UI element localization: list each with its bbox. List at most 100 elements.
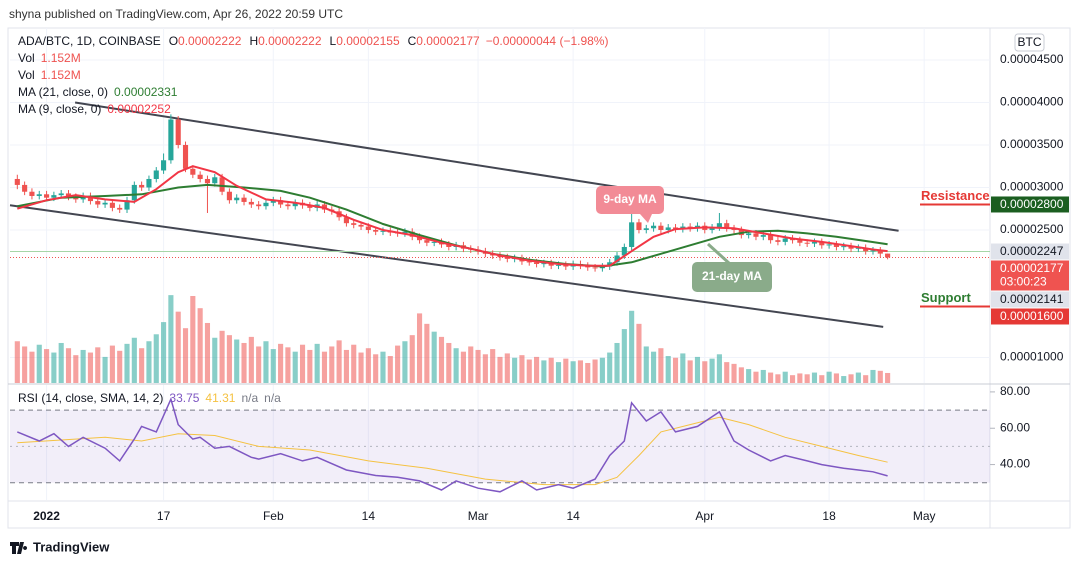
ohlc-value: 0.00002177	[416, 34, 480, 48]
candle-body	[665, 227, 671, 230]
annotation-box	[692, 262, 772, 292]
candle-body	[29, 191, 35, 196]
volume-bar	[234, 339, 240, 383]
annotation-text: 9-day MA	[603, 192, 657, 206]
ohlc-value: 0.00002222	[258, 34, 322, 48]
volume-bar	[285, 347, 291, 383]
volume-bar	[746, 369, 752, 383]
candle-body	[44, 194, 50, 198]
volume-bar	[424, 323, 430, 383]
price-label-box	[991, 291, 1069, 308]
candle-body	[65, 193, 72, 197]
volume-bar	[109, 345, 115, 383]
volume-bar	[782, 371, 788, 383]
volume-bar	[36, 344, 42, 383]
candle-body	[146, 178, 152, 188]
candle-body	[431, 241, 437, 243]
volume-bar	[314, 343, 320, 383]
candle-body	[548, 263, 554, 266]
candle-body	[219, 177, 225, 192]
candle-body	[607, 262, 613, 267]
volume-bar	[811, 372, 818, 383]
candle-body	[870, 250, 876, 252]
legend-line: MA (21, close, 0) 0.00002331	[18, 85, 178, 99]
candle-body	[226, 191, 232, 201]
ohlc-value: 0.00002155	[336, 34, 400, 48]
volume-bar	[212, 337, 218, 383]
volume-bar	[117, 350, 123, 383]
candle-body	[819, 241, 825, 246]
candle-body	[307, 205, 313, 208]
legend-line: Vol 1.152M	[18, 68, 81, 82]
symbol: ADA/BTC, 1D, COINBASE	[18, 34, 161, 48]
price-label-box	[991, 308, 1069, 325]
legend-line: MA (9, close, 0) 0.00002252	[18, 102, 171, 116]
candle-body	[841, 246, 847, 248]
candle-body	[109, 202, 115, 208]
volume-bar	[351, 344, 357, 383]
volume-bar	[548, 357, 554, 383]
volume-bar	[146, 341, 152, 383]
volume-bar	[497, 356, 503, 383]
candle-body	[351, 223, 357, 225]
volume-bar	[248, 336, 254, 383]
candle-body	[629, 222, 635, 247]
candle-body	[563, 264, 569, 267]
x-tick-label: 18	[822, 509, 836, 523]
candle-body	[848, 246, 854, 249]
candle-body	[760, 235, 766, 237]
y-tick-label: 0.00004000	[1000, 95, 1064, 109]
volume-bar	[848, 374, 854, 383]
price-countdown: 03:00:23	[1000, 275, 1047, 289]
volume-value: 1.152M	[41, 51, 81, 65]
candle-body	[51, 195, 57, 198]
volume-bar	[80, 349, 86, 383]
currency[interactable]: BTC	[1018, 35, 1042, 49]
volume-bar	[299, 344, 306, 383]
volume-bar	[694, 356, 701, 383]
volume-bar	[555, 362, 562, 383]
level-label: Resistance	[921, 188, 990, 203]
volume-bar	[431, 331, 437, 383]
volume-bar	[789, 375, 796, 383]
volume-bar	[307, 349, 313, 383]
ma-name: MA (9, close, 0)	[18, 102, 101, 116]
candle-body	[124, 200, 130, 210]
price-label-box	[991, 260, 1069, 291]
volume-bar	[651, 351, 657, 383]
candle-body	[241, 197, 247, 202]
ohlc-key: L	[330, 34, 337, 48]
volume-bar	[380, 351, 386, 383]
volume-bar	[629, 310, 635, 383]
volume-bar	[563, 358, 569, 383]
candle-body	[285, 204, 291, 207]
volume-bar	[665, 356, 671, 383]
candle-body	[36, 194, 42, 196]
candle-body	[826, 244, 832, 246]
currency-box[interactable]	[1014, 33, 1045, 52]
volume-bar	[29, 351, 35, 383]
volume-bar	[804, 374, 810, 383]
volume-bar	[885, 372, 891, 383]
volume-bar	[716, 354, 722, 383]
x-tick-label: May	[913, 509, 936, 523]
candle-body	[658, 225, 664, 230]
volume-bar	[358, 352, 364, 383]
volume-bar	[863, 375, 869, 383]
volume-bar	[753, 371, 759, 383]
volume-bar	[438, 336, 445, 383]
rsi-value: 41.31	[205, 391, 235, 405]
candle-body	[797, 240, 803, 243]
ohlc-value: 0.00002222	[178, 34, 242, 48]
candle-body	[292, 202, 298, 207]
candle-body	[526, 261, 532, 263]
ohlc-key: C	[408, 34, 417, 48]
volume-key: Vol	[18, 68, 35, 82]
x-tick-label: 2022	[33, 509, 60, 523]
volume-bar	[724, 362, 730, 383]
candle-body	[182, 144, 189, 169]
rsi-band	[10, 410, 990, 483]
volume-bar	[73, 355, 79, 383]
candle-body	[724, 223, 730, 229]
